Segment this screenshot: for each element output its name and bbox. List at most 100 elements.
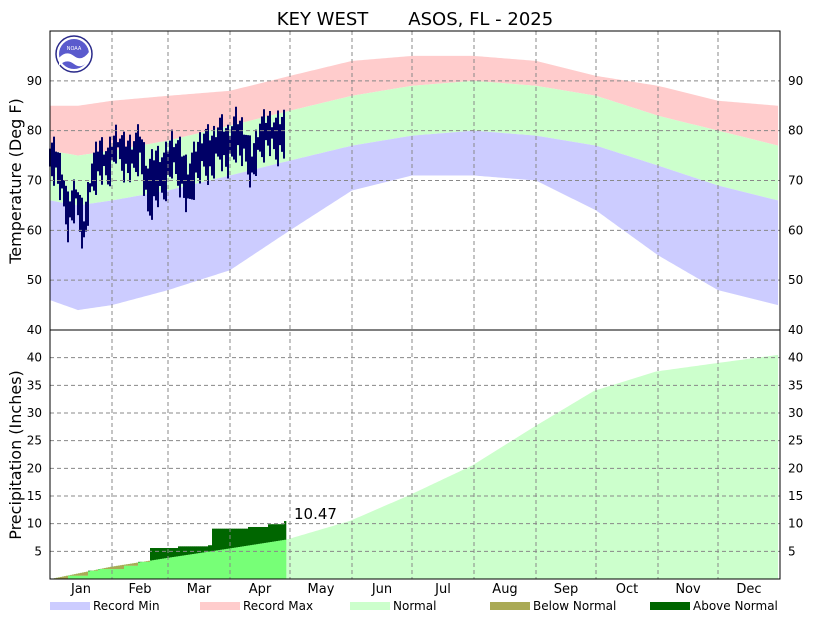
precip-observed-fill	[182, 556, 184, 579]
precip-below-normal	[102, 568, 104, 569]
month-label: Sep	[554, 582, 579, 597]
precip-observed-fill	[198, 553, 200, 579]
legend-item: Above Normal	[650, 599, 778, 613]
precip-above-normal	[234, 529, 236, 548]
legend-swatch	[50, 602, 90, 610]
precip-observed-fill	[232, 548, 234, 579]
legend-item: Record Max	[200, 599, 313, 613]
precip-observed-fill	[138, 562, 140, 579]
precip-above-normal	[272, 524, 274, 541]
legend-swatch	[490, 602, 530, 610]
precip-observed-fill	[272, 542, 274, 579]
precip-above-normal	[280, 524, 282, 540]
precip-observed-fill	[280, 540, 282, 579]
precip-observed-fill	[278, 541, 280, 579]
precip-below-normal	[106, 568, 108, 569]
temp-tick-label: 60	[788, 223, 803, 237]
precip-observed-fill	[176, 556, 178, 579]
precip-above-normal	[198, 546, 200, 553]
precip-observed-fill	[190, 554, 192, 579]
precip-observed-fill	[194, 554, 196, 579]
precip-above-normal	[220, 529, 222, 550]
precip-observed-fill	[98, 569, 100, 579]
precip-above-normal	[186, 546, 188, 555]
legend-item: Below Normal	[490, 599, 616, 613]
precip-above-normal	[240, 529, 242, 547]
precip-observed-fill	[162, 559, 164, 579]
precip-above-normal	[246, 529, 248, 546]
precip-observed-fill	[218, 550, 220, 579]
precip-below-normal	[126, 564, 128, 565]
precip-above-normal	[174, 548, 176, 557]
precip-observed-fill	[92, 571, 94, 579]
precip-tick-label: 40	[788, 351, 803, 365]
month-label: Jun	[371, 582, 392, 597]
precip-observed-fill	[168, 558, 170, 579]
precip-observed-fill	[204, 552, 206, 579]
precip-tick-label: 15	[788, 489, 803, 503]
precip-above-normal	[212, 529, 214, 551]
temp-tick-label: 50	[27, 273, 42, 287]
precipitation-axis-label: Precipitation (Inches)	[6, 370, 25, 540]
precip-observed-fill	[268, 542, 270, 579]
precip-above-normal	[282, 524, 284, 540]
precip-observed-fill	[170, 557, 172, 579]
precip-tick-label: 35	[27, 378, 42, 392]
precip-above-normal	[152, 548, 154, 560]
precip-observed-fill	[260, 544, 262, 579]
precip-above-normal	[254, 527, 256, 545]
precip-above-normal	[170, 548, 172, 557]
temp-tick-label: 80	[788, 124, 803, 138]
precip-tick-label: 10	[788, 517, 803, 531]
svg-text:NOAA: NOAA	[67, 46, 82, 52]
precip-observed-fill	[100, 569, 102, 579]
precip-above-normal	[176, 548, 178, 556]
precip-above-normal	[266, 527, 268, 543]
precip-above-normal	[150, 548, 152, 560]
precip-above-normal	[162, 548, 164, 559]
precip-above-normal	[184, 546, 186, 555]
precip-above-normal	[238, 529, 240, 547]
precip-tick-label: 5	[788, 544, 796, 558]
month-label: Oct	[616, 582, 638, 597]
precip-observed-fill	[222, 549, 224, 579]
precip-below-normal	[128, 564, 130, 566]
legend-swatch	[200, 602, 240, 610]
precip-observed-fill	[174, 557, 176, 579]
precip-observed-fill	[158, 559, 160, 579]
month-label: May	[308, 582, 335, 597]
precip-observed-fill	[244, 546, 246, 579]
precip-observed-fill	[136, 566, 138, 579]
precip-above-normal	[160, 548, 162, 559]
precip-observed-fill	[196, 553, 198, 579]
precip-observed-fill	[116, 569, 118, 579]
precip-observed-fill	[208, 552, 210, 579]
precip-above-normal	[262, 527, 264, 543]
precip-observed-fill	[132, 566, 134, 579]
precip-tick-label: 35	[788, 378, 803, 392]
precip-observed-fill	[226, 549, 228, 579]
precip-observed-fill	[248, 545, 250, 579]
precip-above-normal	[208, 545, 210, 551]
precip-observed-fill	[120, 569, 122, 579]
ytd-precip-annotation: 10.47	[294, 505, 337, 523]
precip-tick-label: 30	[788, 406, 803, 420]
precip-observed-fill	[104, 569, 106, 579]
precip-below-normal	[74, 574, 76, 576]
precip-above-normal	[210, 545, 212, 551]
precip-observed-fill	[236, 547, 238, 579]
precip-below-normal	[76, 574, 78, 576]
precip-above-normal	[248, 527, 250, 545]
temp-tick-label: 90	[27, 74, 42, 88]
precip-above-normal	[138, 562, 140, 563]
month-label: Jan	[70, 582, 91, 597]
precip-above-normal	[216, 529, 218, 551]
precip-observed-fill	[108, 569, 110, 579]
precip-observed-fill	[266, 543, 268, 579]
precip-below-normal	[132, 563, 134, 565]
precip-observed-fill	[118, 569, 120, 579]
precip-observed-fill	[254, 544, 256, 579]
temp-tick-label: 90	[788, 74, 803, 88]
precip-above-normal	[258, 527, 260, 544]
